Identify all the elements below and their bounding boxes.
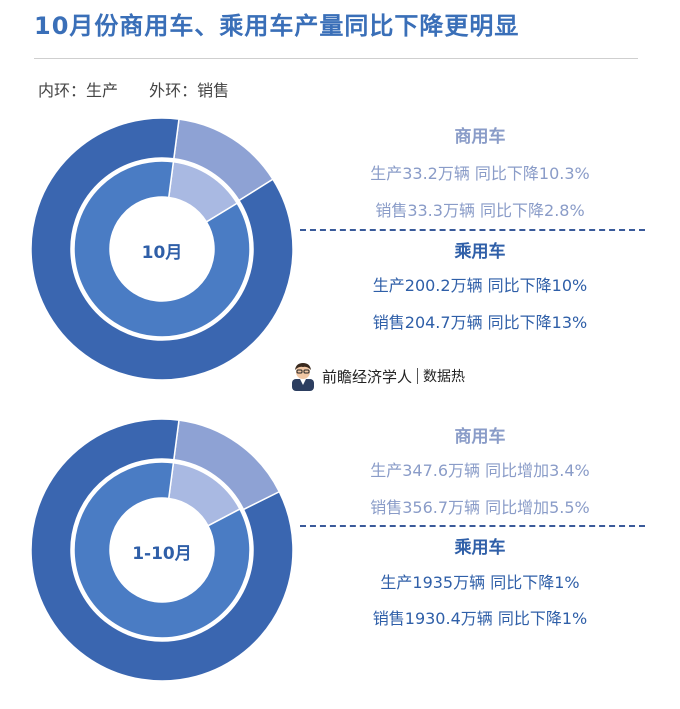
chart2-passenger-head: 乘用车 — [454, 538, 506, 558]
chart1-inner-slice-passenger — [73, 160, 251, 338]
chart2-commercial-sales: 销售356.7万辆 同比增加5.5% — [370, 498, 590, 517]
chart1-center-label: 10月 — [141, 243, 183, 263]
outer-ring-note: 外环：销售 — [149, 81, 230, 100]
chart1-commercial-sales: 销售33.3万辆 同比下降2.8% — [375, 201, 585, 220]
ring-legend-note: 内环：生产 外环：销售 — [38, 77, 255, 101]
brand-tag: 数据热 — [423, 369, 466, 385]
chart1-divider — [300, 229, 645, 231]
chart2-commercial-production: 生产347.6万辆 同比增加3.4% — [370, 461, 590, 480]
chart1-passenger-production: 生产200.2万辆 同比下降10% — [372, 276, 588, 295]
person-avatar-icon — [292, 363, 314, 391]
chart1-commercial-production: 生产33.2万辆 同比下降10.3% — [370, 164, 590, 183]
chart2-center-label: 1-10月 — [132, 544, 192, 564]
chart2-commercial-head: 商用车 — [454, 427, 506, 447]
brand-signature: 前瞻经济学人 数据热 — [290, 361, 465, 391]
page-title: 10月份商用车、乘用车产量同比下降更明显 — [34, 12, 520, 40]
chart2-inner-slice-passenger — [73, 461, 251, 639]
inner-ring-note: 内环：生产 — [38, 81, 119, 100]
chart1-passenger-head: 乘用车 — [454, 242, 506, 262]
chart2-passenger-production: 生产1935万辆 同比下降1% — [380, 573, 580, 592]
chart1-passenger-sales: 销售204.7万辆 同比下降13% — [372, 313, 588, 332]
chart1-outer-slice-passenger — [30, 117, 294, 381]
brand-name: 前瞻经济学人 — [322, 367, 413, 386]
brand-separator — [417, 368, 419, 384]
chart2-passenger-sales: 销售1930.4万辆 同比下降1% — [372, 609, 588, 628]
title-divider — [34, 58, 638, 59]
chart2-outer-slice-passenger — [30, 418, 294, 682]
chart2-divider — [300, 525, 645, 527]
chart1-commercial-head: 商用车 — [454, 127, 506, 147]
